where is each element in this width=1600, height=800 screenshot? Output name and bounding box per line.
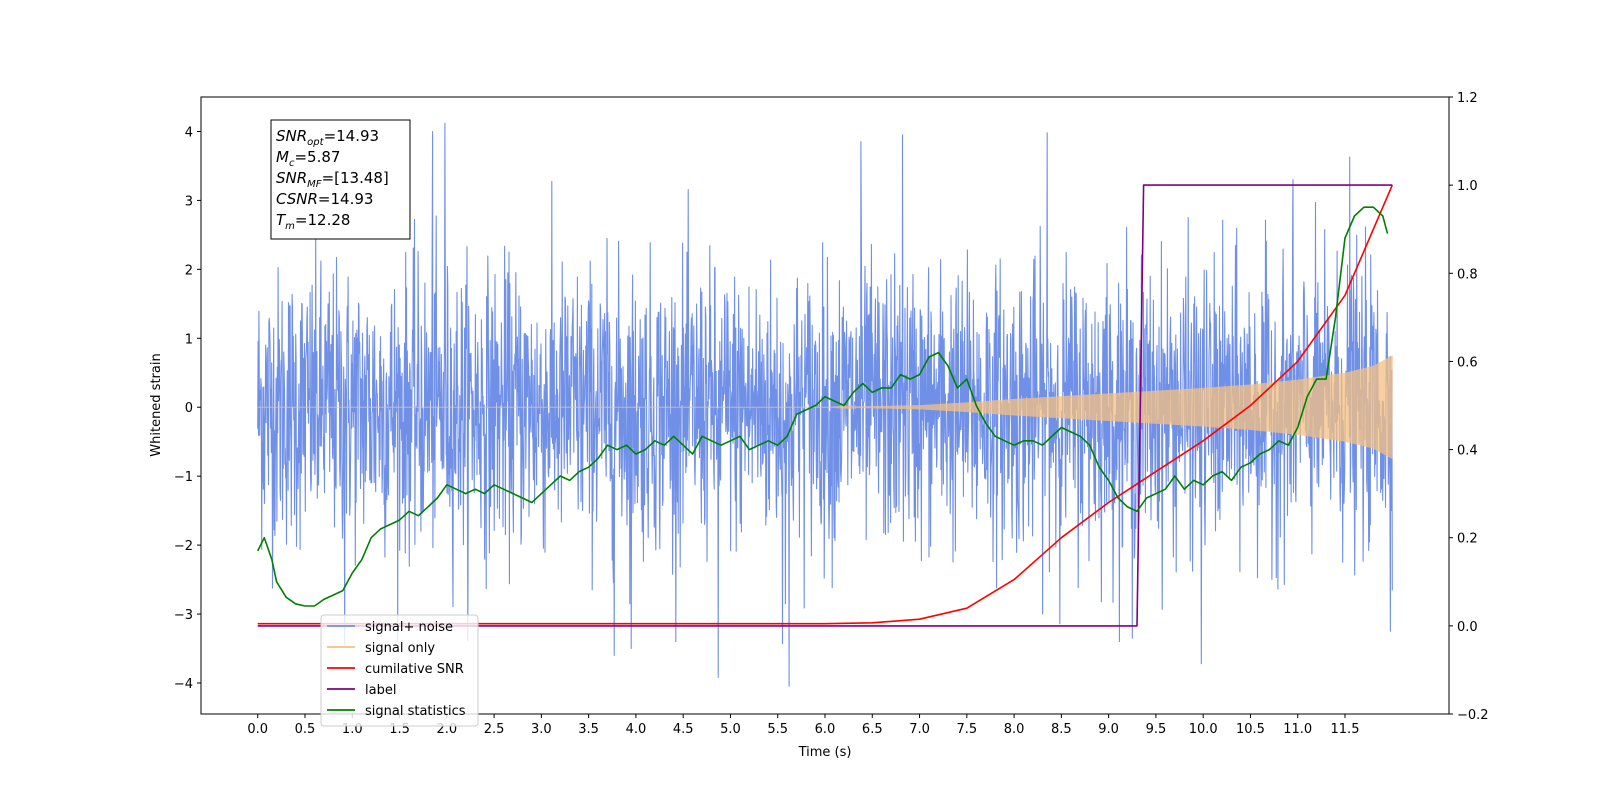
legend-label: signal statistics	[365, 704, 466, 719]
x-tick-label: 4.5	[673, 722, 694, 737]
x-tick-label: 8.5	[1051, 722, 1072, 737]
y-tick-label: 1	[185, 332, 193, 347]
x-tick-label: 3.5	[578, 722, 599, 737]
y2-tick-label: −0.2	[1457, 708, 1489, 723]
label-line	[257, 184, 1393, 627]
y2-tick-label: 0.6	[1457, 355, 1478, 370]
x-tick-label: 9.0	[1098, 722, 1119, 737]
annotation-box: SNRopt=14.93Mc=5.87SNRMF=[13.48]CSNR=14.…	[270, 119, 411, 240]
x-tick-label: 9.5	[1146, 722, 1167, 737]
y-axis-label: Whitened strain	[149, 353, 164, 456]
y2-tick-label: 0.8	[1457, 267, 1478, 282]
x-tick-label: 0.5	[295, 722, 316, 737]
signal-only-series	[257, 355, 1393, 459]
y-tick-label: −4	[174, 677, 193, 692]
x-tick-label: 0.0	[247, 722, 268, 737]
x-tick-label: 11.5	[1331, 722, 1360, 737]
y-tick-label: 0	[185, 401, 193, 416]
annotation-line: CSNR=14.93	[276, 190, 373, 208]
x-tick-label: 7.0	[909, 722, 930, 737]
legend-label: signal+ noise	[365, 620, 453, 635]
x-tick-label: 10.0	[1189, 722, 1218, 737]
cumulative-snr-line	[257, 184, 1394, 625]
right-axis-series	[256, 184, 1394, 627]
signal-noise-line	[257, 122, 1393, 687]
legend: signal+ noise signal only cumilative SNR la…	[320, 614, 479, 727]
y-tick-label: 2	[185, 263, 193, 278]
x-tick-label: 6.5	[862, 722, 883, 737]
x-tick-label: 6.0	[815, 722, 836, 737]
y2-tick-label: 0.2	[1457, 532, 1478, 547]
legend-label: label	[365, 683, 396, 698]
signal-noise-series	[257, 122, 1393, 687]
x-tick-label: 5.0	[720, 722, 741, 737]
annotation-line: Tm=12.28	[276, 211, 350, 232]
signal-only-line	[257, 355, 1393, 459]
legend-frame	[320, 614, 479, 727]
annotation-frame	[270, 119, 411, 240]
signal-statistics-line	[256, 206, 1389, 607]
annotation-line: SNRopt=14.93	[276, 127, 379, 148]
x-tick-label: 7.5	[956, 722, 977, 737]
y-tick-label: −1	[174, 470, 193, 485]
x-tick-label: 4.0	[626, 722, 647, 737]
x-tick-label: 5.5	[767, 722, 788, 737]
y-axis-right: −0.2 0.0 0.2 0.4 0.6 0.8 1.0 1.2	[1449, 91, 1489, 723]
y-tick-label: 3	[185, 194, 193, 209]
x-axis-label: Time (s)	[798, 745, 852, 760]
y2-tick-label: 0.4	[1457, 444, 1478, 459]
x-tick-label: 11.0	[1283, 722, 1312, 737]
x-tick-label: 10.5	[1236, 722, 1265, 737]
annotation-line: SNRMF=[13.48]	[276, 169, 389, 190]
y2-tick-label: 1.0	[1457, 179, 1478, 194]
legend-label: cumilative SNR	[365, 662, 464, 677]
y-tick-label: −2	[174, 539, 193, 554]
x-axis: 0.0 0.5 1.0 1.5 2.0 2.5 3.0 3.5 4.0 4.5 5.0 5.5 6.0 6…	[247, 714, 1359, 737]
y2-tick-label: 0.0	[1457, 620, 1478, 635]
y-tick-label: 4	[185, 125, 193, 140]
legend-label: signal only	[365, 641, 435, 656]
annotation-line: Mc=5.87	[276, 148, 340, 169]
y-tick-label: −3	[174, 608, 193, 623]
series-layer	[256, 122, 1394, 687]
y2-tick-label: 1.2	[1457, 91, 1478, 106]
x-tick-label: 8.0	[1004, 722, 1025, 737]
x-tick-label: 2.5	[484, 722, 505, 737]
x-tick-label: 3.0	[531, 722, 552, 737]
y-axis-left: −4 −3 −2 −1 0 1 2 3 4	[174, 125, 201, 692]
